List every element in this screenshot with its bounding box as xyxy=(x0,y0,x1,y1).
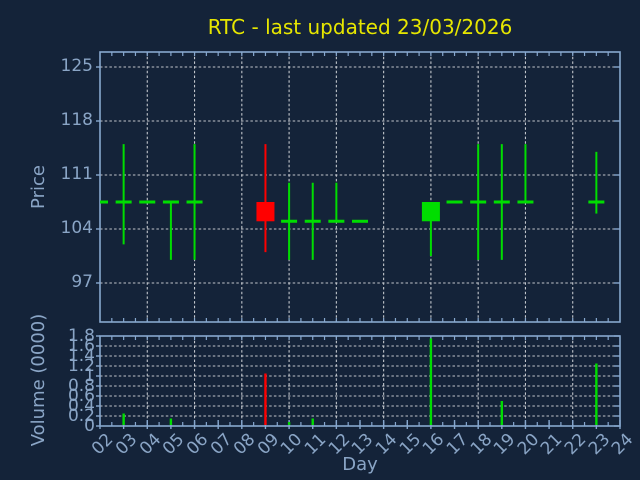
price-tick-label-97: 97 xyxy=(71,271,93,292)
volume-tick-label-1: 1 xyxy=(84,366,95,386)
price-tick-label-111: 111 xyxy=(60,163,93,184)
volume-tick-label-0.6: 0.6 xyxy=(67,386,95,406)
chart-title: RTC - last updated 23/03/2026 xyxy=(207,15,513,39)
volume-tick-label-1.6: 1.6 xyxy=(67,336,95,356)
volume-tick-label-1.4: 1.4 xyxy=(67,346,95,366)
volume-tick-label-0: 0 xyxy=(84,416,95,436)
volume-tick-label-0.8: 0.8 xyxy=(67,376,95,396)
price-tick-label-118: 118 xyxy=(60,109,93,130)
volume-tick-label-1.2: 1.2 xyxy=(67,356,95,376)
day-axis-label: Day xyxy=(342,454,378,475)
price-tick-label-104: 104 xyxy=(60,217,93,238)
candle-body-day-16 xyxy=(421,201,440,222)
volume-axis-label: Volume (0000) xyxy=(28,313,49,447)
volume-tick-label-0.2: 0.2 xyxy=(67,406,95,426)
volume-tick-label-1.8: 1.8 xyxy=(67,326,95,346)
candle-body-day-9 xyxy=(256,201,275,222)
candles-group xyxy=(100,144,605,260)
price-plot-border xyxy=(99,51,621,323)
price-tick-label-125: 125 xyxy=(60,56,93,76)
price-axis-label: Price xyxy=(28,165,49,209)
volume-tick-label-0.4: 0.4 xyxy=(67,396,95,416)
volume-plot-border xyxy=(99,335,621,427)
